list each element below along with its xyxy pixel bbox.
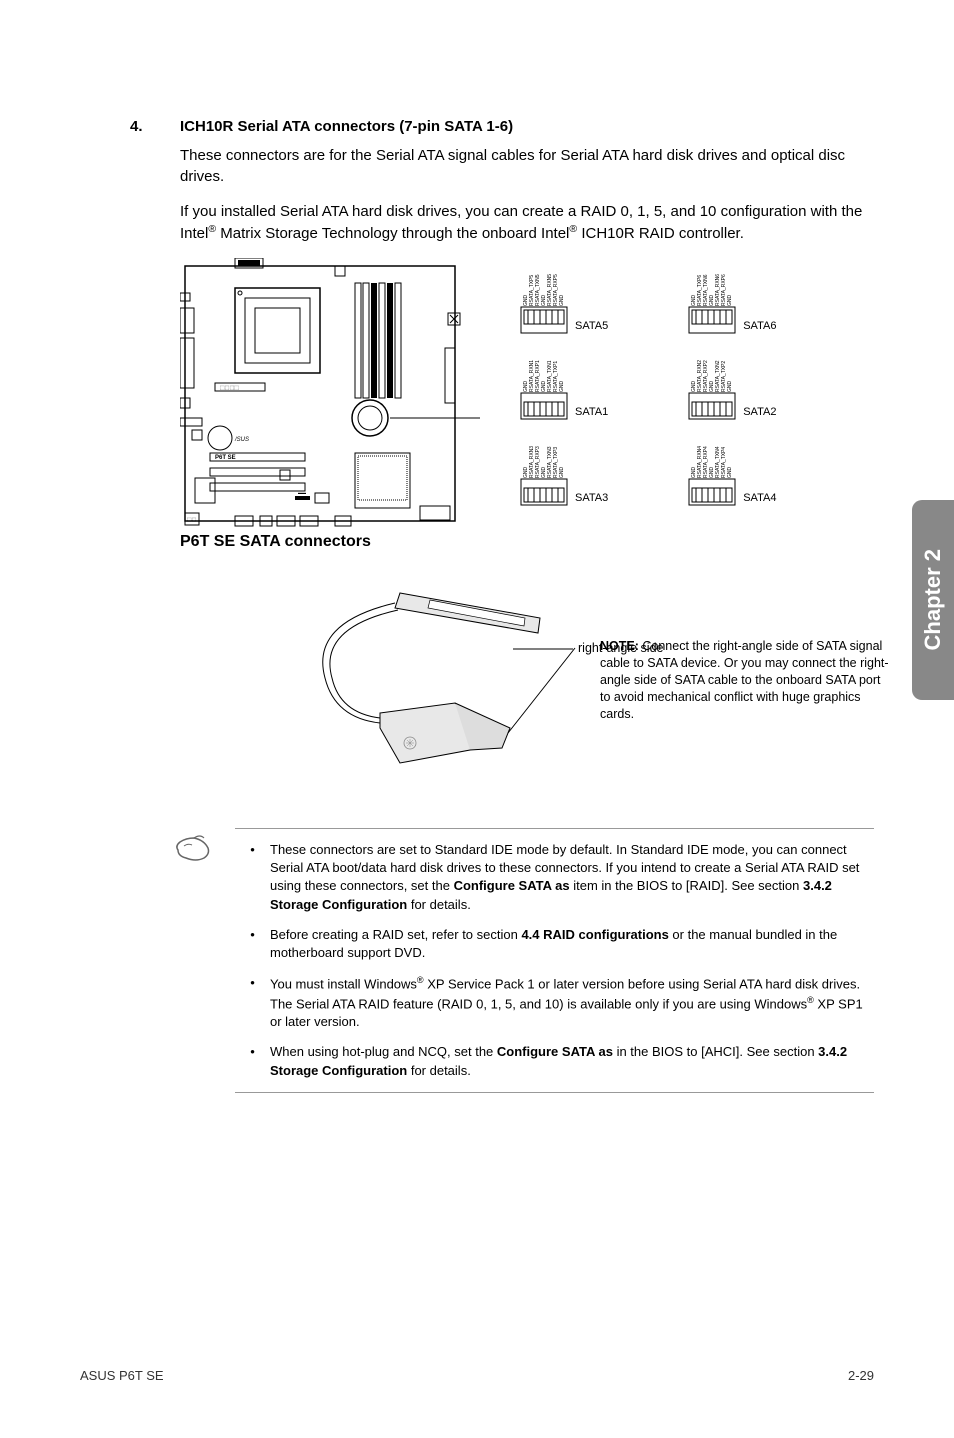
cable-note: NOTE: Connect the right-angle side of SA… xyxy=(600,638,890,722)
section-header: 4. ICH10R Serial ATA connectors (7-pin S… xyxy=(130,118,874,135)
sata3-pins: GND RSATA_RXN3 RSATA_RXP3 GND RSATA_TXN3… xyxy=(524,440,565,478)
sata6-label: SATA6 xyxy=(743,320,776,332)
sata4-pins: GND RSATA_RXN4 RSATA_RXP4 GND RSATA_TXN4… xyxy=(692,440,733,478)
connector-icon xyxy=(688,306,736,334)
sata5-pins: GND RSATA_TXP5 RSATA_TXN5 GND RSATA_RXN5… xyxy=(524,268,565,306)
sata1-pins: GND RSATA_RXN1 RSATA_RXP1 GND RSATA_TXN1… xyxy=(524,354,565,392)
svg-text:⬚⬚: ⬚⬚ xyxy=(187,517,197,523)
sata4-label: SATA4 xyxy=(743,492,776,504)
note-hand-icon xyxy=(170,828,215,1093)
connector-row: GND RSATA_TXP5 RSATA_TXN5 GND RSATA_RXN5… xyxy=(520,268,776,334)
notes-section: • These connectors are set to Standard I… xyxy=(170,828,874,1093)
sata2-pins: GND RSATA_RXN2 RSATA_RXP2 GND RSATA_TXN2… xyxy=(692,354,733,392)
chapter-tab: Chapter 2 xyxy=(912,500,954,700)
connector-row: GND RSATA_RXN3 RSATA_RXP3 GND RSATA_TXN3… xyxy=(520,440,776,506)
paragraph-2: If you installed Serial ATA hard disk dr… xyxy=(180,201,874,244)
svg-text:/SUS: /SUS xyxy=(234,437,249,443)
note-item: • You must install Windows® XP Service P… xyxy=(235,974,874,1031)
note-item: • When using hot-plug and NCQ, set the C… xyxy=(235,1043,874,1079)
motherboard-diagram: ⬚⬚⬚⬚ /SUS P6T SE ▬▬ ⬚⬚ xyxy=(180,258,480,528)
connector-icon xyxy=(688,478,736,506)
note-item: • These connectors are set to Standard I… xyxy=(235,841,874,914)
diagram-title: P6T SE SATA connectors xyxy=(180,533,371,551)
page-footer: ASUS P6T SE 2-29 xyxy=(80,1368,874,1383)
connector-icon xyxy=(520,478,568,506)
right-angle-label-line xyxy=(513,641,578,655)
chapter-tab-label: Chapter 2 xyxy=(920,549,946,650)
svg-text:▬▬: ▬▬ xyxy=(298,490,306,495)
sata3-connector: GND RSATA_RXN3 RSATA_RXP3 GND RSATA_TXN3… xyxy=(520,440,608,506)
sata2-connector: GND RSATA_RXN2 RSATA_RXP2 GND RSATA_TXN2… xyxy=(688,354,776,420)
section-number: 4. xyxy=(130,118,180,135)
footer-left: ASUS P6T SE xyxy=(80,1368,164,1383)
connector-row: GND RSATA_RXN1 RSATA_RXP1 GND RSATA_TXN1… xyxy=(520,354,776,420)
svg-text:⬚⬚⬚⬚: ⬚⬚⬚⬚ xyxy=(220,385,239,391)
sata2-label: SATA2 xyxy=(743,406,776,418)
sata6-pins: GND RSATA_TXP6 RSATA_TXN6 GND RSATA_RXN6… xyxy=(692,268,733,306)
section-title: ICH10R Serial ATA connectors (7-pin SATA… xyxy=(180,118,513,135)
sata-connectors: GND RSATA_TXP5 RSATA_TXN5 GND RSATA_RXN5… xyxy=(520,268,776,526)
sata1-label: SATA1 xyxy=(575,406,608,418)
notes-list: • These connectors are set to Standard I… xyxy=(235,828,874,1093)
sata6-connector: GND RSATA_TXP6 RSATA_TXN6 GND RSATA_RXN6… xyxy=(688,268,776,334)
sata1-connector: GND RSATA_RXN1 RSATA_RXP1 GND RSATA_TXN1… xyxy=(520,354,608,420)
sata4-connector: GND RSATA_RXN4 RSATA_RXP4 GND RSATA_TXN4… xyxy=(688,440,776,506)
connector-icon xyxy=(520,306,568,334)
connector-icon xyxy=(520,392,568,420)
diagram-area: ⬚⬚⬚⬚ /SUS P6T SE ▬▬ ⬚⬚ xyxy=(180,258,874,818)
sata-cable-diagram xyxy=(280,578,600,798)
footer-right: 2-29 xyxy=(848,1368,874,1383)
connector-icon xyxy=(688,392,736,420)
paragraph-1: These connectors are for the Serial ATA … xyxy=(180,145,874,187)
sata5-connector: GND RSATA_TXP5 RSATA_TXN5 GND RSATA_RXN5… xyxy=(520,268,608,334)
sata3-label: SATA3 xyxy=(575,492,608,504)
note-item: • Before creating a RAID set, refer to s… xyxy=(235,926,874,962)
sata5-label: SATA5 xyxy=(575,320,608,332)
svg-text:P6T SE: P6T SE xyxy=(215,455,236,461)
